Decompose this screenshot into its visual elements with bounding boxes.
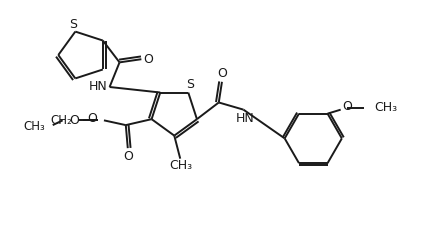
Text: S: S (186, 78, 194, 91)
Text: O: O (123, 150, 133, 163)
Text: O: O (343, 100, 352, 113)
Text: S: S (70, 18, 77, 31)
Text: CH₃: CH₃ (170, 159, 192, 172)
Text: O: O (70, 114, 80, 127)
Text: CH₃: CH₃ (23, 120, 45, 133)
Text: HN: HN (89, 80, 108, 93)
Text: O: O (217, 67, 227, 80)
Text: O: O (144, 53, 153, 66)
Text: O: O (88, 112, 98, 125)
Text: HN: HN (236, 112, 255, 125)
Text: CH₂: CH₂ (50, 114, 72, 127)
Text: CH₃: CH₃ (374, 101, 398, 114)
